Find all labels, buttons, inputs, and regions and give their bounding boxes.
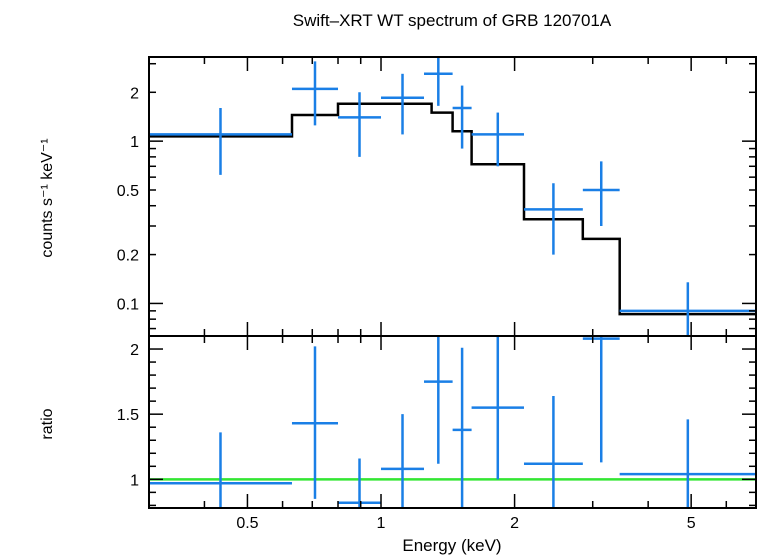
data-point <box>523 395 583 508</box>
y-tick-label: 2 <box>130 342 139 359</box>
y-tick-label: 1 <box>130 472 139 489</box>
x-tick-label: 1 <box>377 515 386 532</box>
x-tick-label: 2 <box>510 515 519 532</box>
data-point <box>582 161 620 227</box>
panel-spectrum: 0.1 0.2 0.5 1 2 <box>117 56 757 337</box>
panel-frame-ratio <box>148 335 757 509</box>
data-point <box>471 112 524 167</box>
data-point <box>452 85 472 149</box>
y-tick-label: 0.2 <box>117 248 139 265</box>
data-point <box>619 419 756 508</box>
data-point <box>452 347 472 508</box>
data-point <box>381 414 425 508</box>
data-point <box>424 57 453 106</box>
plot-panels: 0.1 0.2 0.5 1 2 1 1.5 2 0.5 1 2 5 <box>117 56 757 532</box>
y-tick-label: 1.5 <box>117 407 139 424</box>
data-point <box>381 73 425 135</box>
y-tick-label: 0.5 <box>117 183 139 200</box>
plot-area-spectrum <box>149 57 756 336</box>
chart-title: Swift–XRT WT spectrum of GRB 120701A <box>293 11 612 30</box>
data-point <box>523 183 583 255</box>
panel-frame-spectrum <box>148 56 757 337</box>
x-tick-label: 0.5 <box>236 515 258 532</box>
data-point <box>149 432 292 508</box>
panel-ratio: 1 1.5 2 0.5 1 2 5 <box>117 335 757 532</box>
plot-area-ratio <box>149 336 756 508</box>
spectrum-y-axis-label: counts s⁻¹ keV⁻¹ <box>39 138 56 257</box>
data-point <box>619 282 756 336</box>
data-point <box>338 92 382 157</box>
x-axis-label: Energy (keV) <box>402 536 501 555</box>
data-point <box>291 346 339 499</box>
y-tick-label: 0.1 <box>117 296 139 313</box>
data-point <box>582 336 620 463</box>
x-tick-label: 5 <box>687 515 696 532</box>
y-tick-label: 1 <box>130 134 139 151</box>
data-point <box>291 61 339 126</box>
data-point <box>424 336 453 464</box>
data-point <box>471 336 524 480</box>
ratio-y-axis-label: ratio <box>39 408 56 439</box>
y-tick-label: 2 <box>130 85 139 102</box>
data-point <box>149 108 292 175</box>
data-point <box>338 458 382 508</box>
